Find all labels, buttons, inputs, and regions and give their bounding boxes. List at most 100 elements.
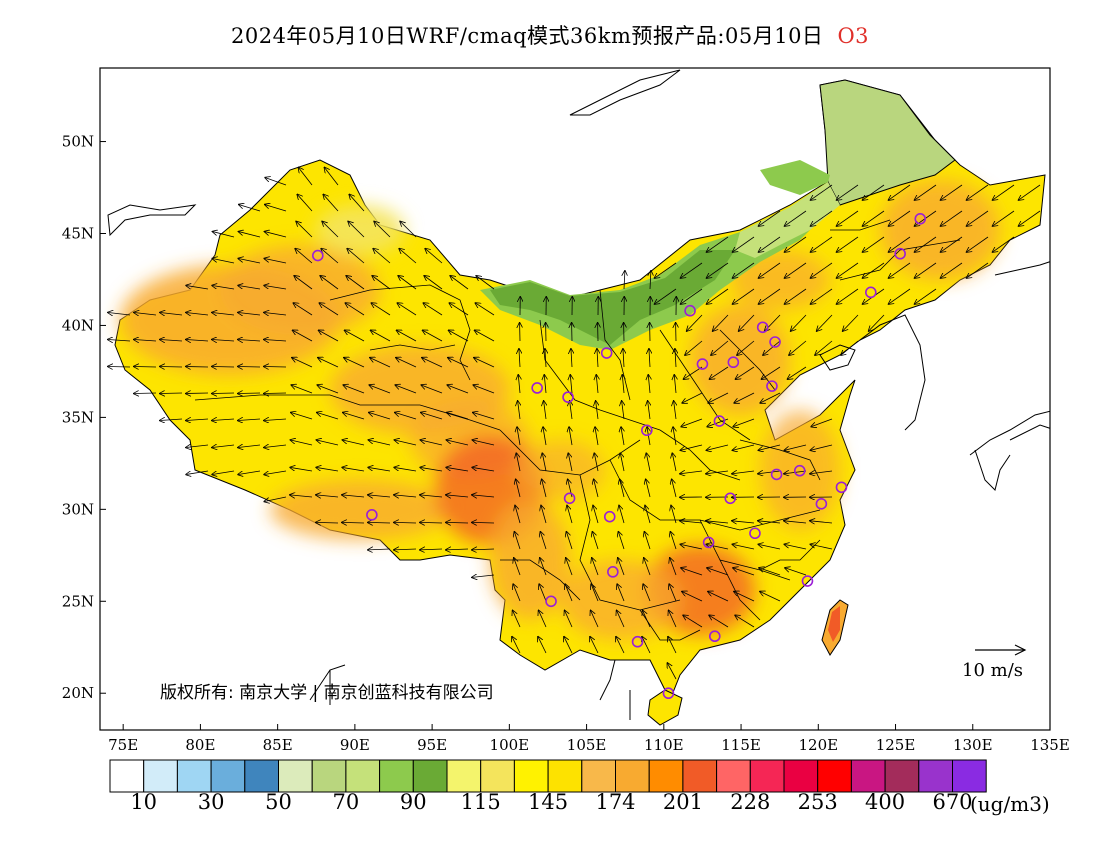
wind-arrow (680, 471, 703, 474)
wind-arrow (889, 288, 911, 304)
wind-arrow (811, 184, 833, 200)
wind-arrow (400, 222, 417, 238)
wind-arrow (538, 637, 547, 654)
wind-arrow (617, 611, 625, 628)
wind-arrow (394, 495, 417, 497)
wind-arrow (644, 558, 651, 576)
wind-arrow (421, 385, 443, 394)
wind-arrow (622, 375, 624, 394)
wind-arrow (420, 522, 443, 523)
wind-arrow (967, 262, 989, 278)
lon-tick-label: 130E (953, 736, 993, 754)
station-markers (312, 212, 927, 700)
wind-arrow (681, 262, 703, 278)
wind-arrow (617, 584, 625, 602)
lon-tick-label: 90E (340, 736, 370, 754)
wind-arrow (863, 184, 885, 200)
lon-tick-label: 100E (490, 736, 530, 754)
wind-arrow (889, 262, 911, 278)
wind-arrow (837, 262, 859, 278)
legend-swatch (581, 759, 616, 793)
station-marker (531, 382, 543, 394)
wind-arrow (967, 236, 989, 252)
station-marker (603, 510, 616, 523)
wind-arrow (620, 453, 625, 472)
lon-tick-label: 115E (721, 736, 761, 754)
wind-scale-arrowhead (1014, 644, 1027, 656)
legend-swatch (918, 759, 953, 793)
wind-arrow (325, 168, 339, 186)
wind-arrow (789, 340, 807, 355)
wind-arrow (368, 522, 391, 523)
wind-arrow (707, 444, 729, 450)
wind-arrow (514, 532, 521, 550)
taiwan-core (828, 606, 840, 642)
wind-arrow (513, 611, 521, 628)
wind-arrow (321, 249, 339, 264)
wind-arrow (370, 358, 391, 368)
lon-tick-label: 80E (185, 736, 215, 754)
wind-arrow (941, 184, 963, 200)
station-marker (756, 321, 769, 334)
wind-arrow (369, 385, 391, 394)
wind-arrow (642, 637, 651, 654)
wind-arrow (473, 440, 495, 446)
legend-swatch (513, 759, 549, 793)
wind-arrow (343, 440, 365, 446)
wind-arrow (186, 286, 209, 290)
wind-arrow (733, 544, 755, 550)
wind-arrow (476, 276, 495, 290)
wind-arrow (544, 375, 546, 394)
wind-arrow (674, 375, 676, 394)
station-marker (702, 536, 715, 549)
wind-arrow (368, 549, 391, 550)
lon-tick-label: 95E (417, 736, 447, 754)
legend-swatch (682, 759, 718, 793)
wind-arrow (540, 558, 547, 576)
wind-vectors (108, 168, 1041, 680)
longitude-ticks: 75E 80E 85E 90E 95E 100E 105E 110E 115E 120E 125E 1… (108, 724, 1070, 754)
wind-arrow (186, 340, 209, 341)
wind-arrow (687, 314, 703, 331)
station-marker (312, 249, 324, 262)
station-marker (769, 336, 781, 348)
legend-label: 174 (595, 790, 636, 814)
wind-arrow (811, 262, 833, 278)
wind-arrow (707, 288, 729, 304)
wind-arrow (648, 375, 650, 394)
wind-arrow (212, 313, 235, 315)
wind-arrow (316, 495, 339, 497)
wind-arrow (519, 349, 520, 368)
wind-arrow (291, 413, 313, 420)
wind-arrow (518, 375, 520, 394)
legend-swatch (412, 759, 448, 793)
wind-arrow (473, 385, 495, 394)
wind-arrow (290, 467, 313, 472)
wind-arrow (372, 276, 391, 290)
wind-arrow (399, 249, 417, 264)
wind-arrow (915, 288, 937, 304)
legend-swatch (446, 759, 482, 793)
wind-arrow (670, 532, 677, 550)
legend-swatch (952, 759, 987, 793)
wind-arrow (733, 444, 755, 450)
wind-arrow (674, 401, 676, 420)
wind-arrow (160, 313, 183, 315)
legend-swatch (244, 759, 280, 793)
wind-arrow (649, 349, 650, 368)
map-frame (99, 67, 1051, 731)
wind-arrow (837, 288, 859, 304)
station-marker (835, 481, 848, 494)
wind-arrow (186, 419, 209, 420)
wind-arrow (622, 401, 624, 420)
wind-arrow (734, 592, 755, 602)
wind-arrow (317, 440, 339, 446)
wind-arrow (681, 444, 703, 450)
wind-arrow (398, 276, 417, 290)
wind-arrow (707, 568, 729, 576)
wind-arrow (707, 236, 729, 252)
legend-swatch (884, 759, 920, 793)
wind-arrow (708, 392, 729, 403)
wind-arrow (785, 444, 807, 450)
low-ozone-band (480, 79, 956, 350)
